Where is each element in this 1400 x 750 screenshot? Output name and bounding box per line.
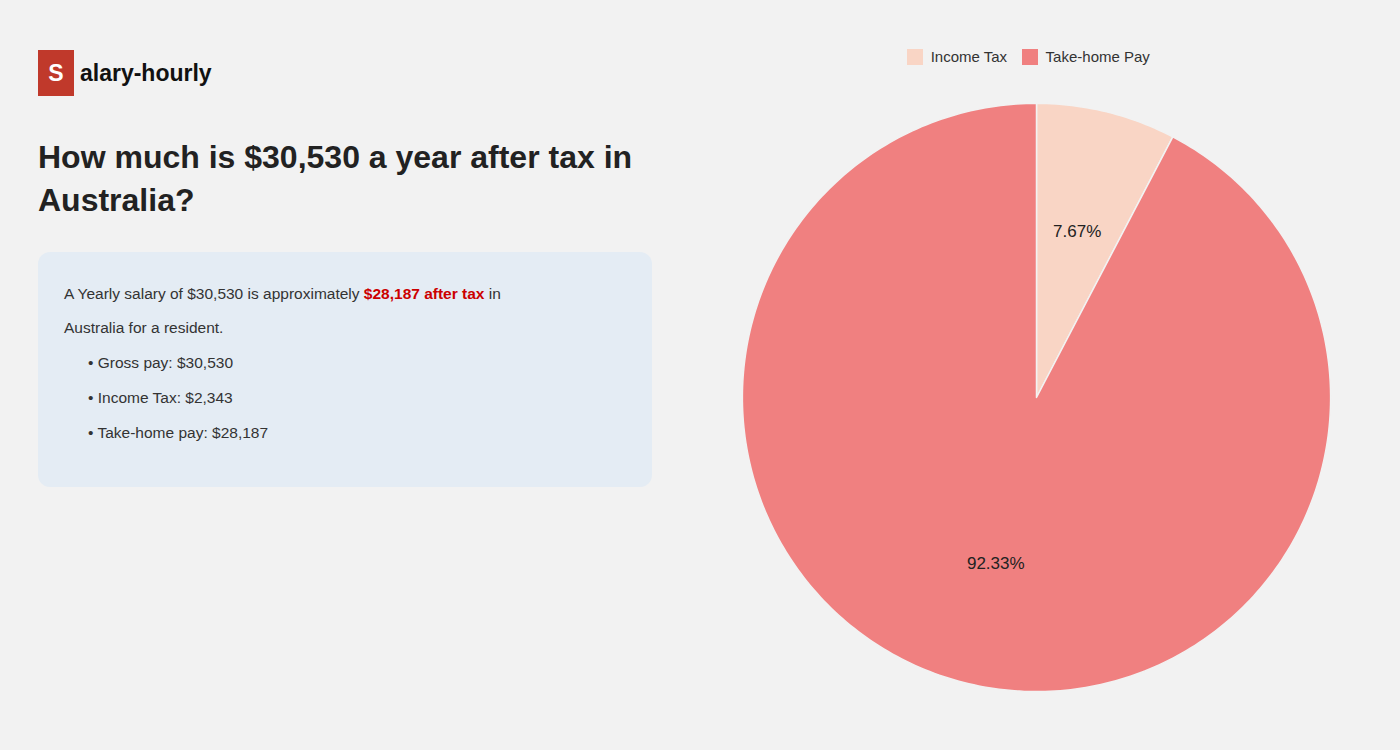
html-text:alary-hourly: alary-hourly <box>80 59 212 86</box>
html-text:S: S <box>48 59 64 86</box>
html-text:• Income Tax: $2,343: • Income Tax: $2,343 <box>88 389 233 407</box>
html-text:How much is $30,530 a year aft: How much is $30,530 a year after tax in … <box>38 139 633 219</box>
html-text:• Gross pay: $30,530: • Gross pay: $30,530 <box>88 353 233 371</box>
html-text:Take-home Pay: Take-home Pay <box>1045 48 1150 65</box>
svg-text:92.33%: 92.33% <box>967 553 1025 572</box>
html-text:Australia for a resident.: Australia for a resident. <box>64 318 224 336</box>
html-text:• Take-home pay: $28,187: • Take-home pay: $28,187 <box>88 424 269 442</box>
svg-text:7.67%: 7.67% <box>1053 222 1101 241</box>
html-text:Income Tax: Income Tax <box>930 48 1008 65</box>
html-text:A Yearly salary of $30,530 is: A Yearly salary of $30,530 is approximat… <box>64 285 501 303</box>
